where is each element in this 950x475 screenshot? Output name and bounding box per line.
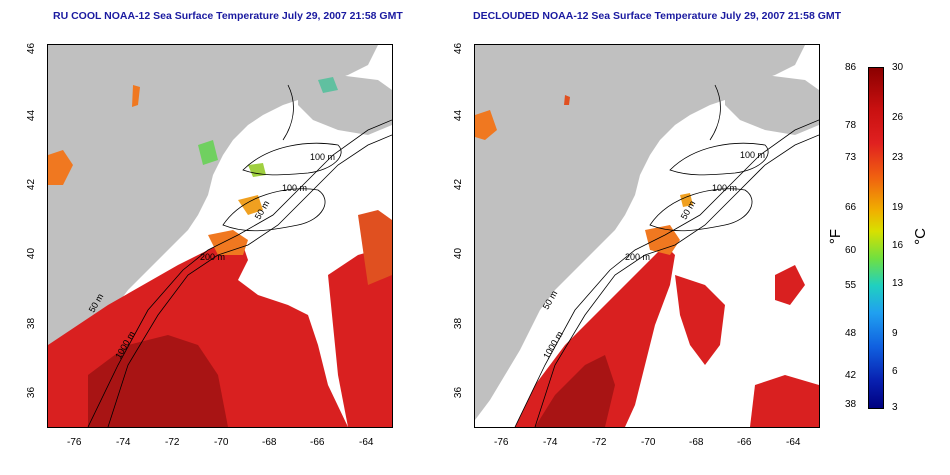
left-contour-label-100m-1: 100 m — [310, 152, 336, 162]
right-sst-map — [474, 44, 820, 428]
left-lat-label-46: 46 — [26, 42, 38, 55]
left-lat-label-38: 38 — [26, 317, 38, 330]
right-lon-label-70: -70 — [641, 437, 656, 448]
right-lon-label-72: -72 — [592, 437, 607, 448]
cbar-c-30: 30 — [892, 62, 904, 73]
cbar-f-60: 60 — [845, 245, 857, 256]
left-lat-label-36: 36 — [26, 386, 38, 399]
right-lat-label-42: 42 — [453, 178, 465, 191]
left-lon-label-70: -70 — [214, 437, 229, 448]
right-lat-label-38: 38 — [453, 317, 465, 330]
left-lat-label-42: 42 — [26, 178, 38, 191]
right-lon-label-66: -66 — [737, 437, 752, 448]
left-contour-label-100m-2: 100 m — [282, 183, 308, 193]
left-panel-title: RU COOL NOAA-12 Sea Surface Temperature … — [53, 10, 403, 22]
left-map-svg — [48, 45, 392, 427]
cbar-c-3: 3 — [892, 402, 898, 413]
left-lon-label-66: -66 — [310, 437, 325, 448]
cbar-c-26: 26 — [892, 112, 904, 123]
left-lat-label-40: 40 — [26, 247, 38, 260]
cbar-f-86: 86 — [845, 62, 857, 73]
cbar-c-23: 23 — [892, 152, 904, 163]
left-land — [48, 45, 378, 420]
right-lat-label-36: 36 — [453, 386, 465, 399]
cbar-c-13: 13 — [892, 278, 904, 289]
cbar-c-19: 19 — [892, 202, 904, 213]
unit-fahrenheit: °F — [827, 228, 845, 245]
right-lat-label-44: 44 — [453, 109, 465, 122]
left-contour-label-200m: 200 m — [200, 252, 226, 262]
left-lat-label-44: 44 — [26, 109, 38, 122]
right-land — [475, 45, 805, 420]
left-lon-label-64: -64 — [359, 437, 374, 448]
right-lon-label-74: -74 — [543, 437, 558, 448]
right-lon-label-64: -64 — [786, 437, 801, 448]
cbar-c-6: 6 — [892, 366, 898, 377]
temperature-colorbar — [868, 67, 884, 409]
cbar-f-78: 78 — [845, 120, 857, 131]
right-lon-label-76: -76 — [494, 437, 509, 448]
right-map-svg — [475, 45, 819, 427]
cbar-f-55: 55 — [845, 280, 857, 291]
left-lon-label-76: -76 — [67, 437, 82, 448]
left-lon-label-74: -74 — [116, 437, 131, 448]
cbar-f-42: 42 — [845, 370, 857, 381]
right-warm-water — [515, 245, 675, 427]
right-lat-label-46: 46 — [453, 42, 465, 55]
left-lon-label-68: -68 — [262, 437, 277, 448]
left-lon-label-72: -72 — [165, 437, 180, 448]
unit-celsius: °C — [911, 228, 929, 245]
cbar-f-66: 66 — [845, 202, 857, 213]
right-contour-label-100m-2: 100 m — [712, 183, 738, 193]
right-lat-label-40: 40 — [453, 247, 465, 260]
cbar-c-9: 9 — [892, 328, 898, 339]
right-panel-title: DECLOUDED NOAA-12 Sea Surface Temperatur… — [473, 10, 842, 22]
left-sst-map — [47, 44, 393, 428]
right-contour-label-200m: 200 m — [625, 252, 651, 262]
right-lon-label-68: -68 — [689, 437, 704, 448]
cbar-f-38: 38 — [845, 399, 857, 410]
cbar-f-73: 73 — [845, 152, 857, 163]
right-contour-label-100m-1: 100 m — [740, 150, 766, 160]
cbar-c-16: 16 — [892, 240, 904, 251]
cbar-f-48: 48 — [845, 328, 857, 339]
